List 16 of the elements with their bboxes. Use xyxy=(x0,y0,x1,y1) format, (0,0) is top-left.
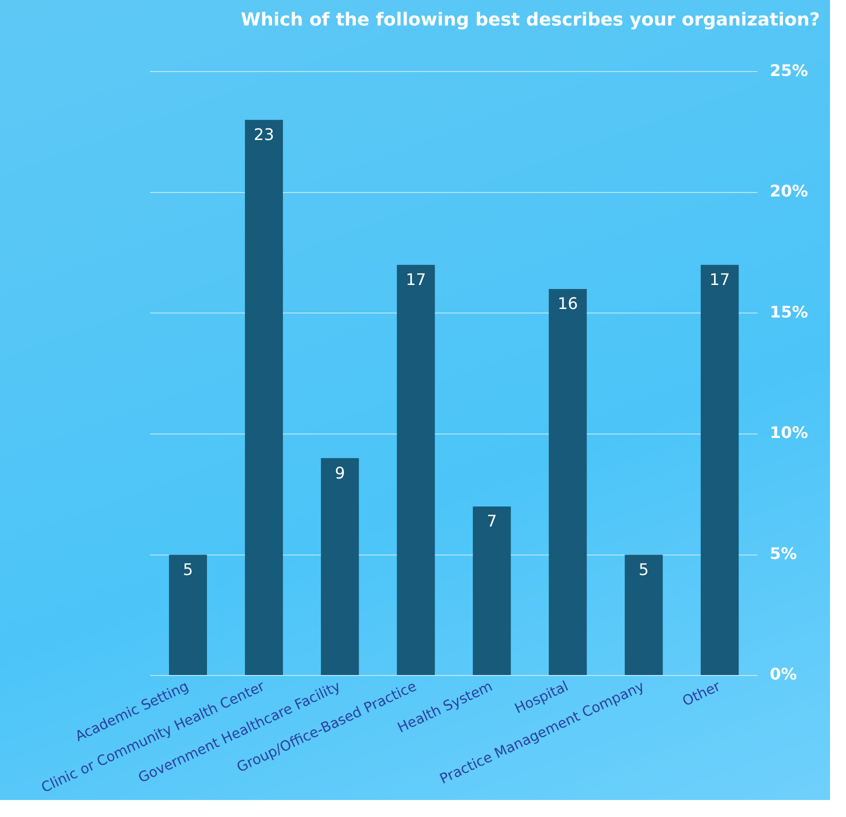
data-label: 17 xyxy=(710,270,730,290)
data-label: 16 xyxy=(558,294,578,314)
chart-title: Which of the following best describes your organization? xyxy=(240,9,820,30)
x-tick-label: Other xyxy=(680,678,724,710)
data-label: 9 xyxy=(334,463,345,482)
y-tick-label: 10% xyxy=(770,423,808,442)
data-label: 17 xyxy=(406,270,426,290)
y-tick-label: 15% xyxy=(770,302,808,322)
data-label: 23 xyxy=(254,125,274,144)
y-tick-label: 25% xyxy=(770,60,808,80)
y-tick-label: 5% xyxy=(770,544,797,563)
data-label: 5 xyxy=(182,560,194,579)
data-label: 7 xyxy=(486,512,497,531)
data-label: 5 xyxy=(638,560,649,579)
y-tick-label: 20% xyxy=(770,182,808,201)
y-tick-label: 0% xyxy=(770,664,797,684)
